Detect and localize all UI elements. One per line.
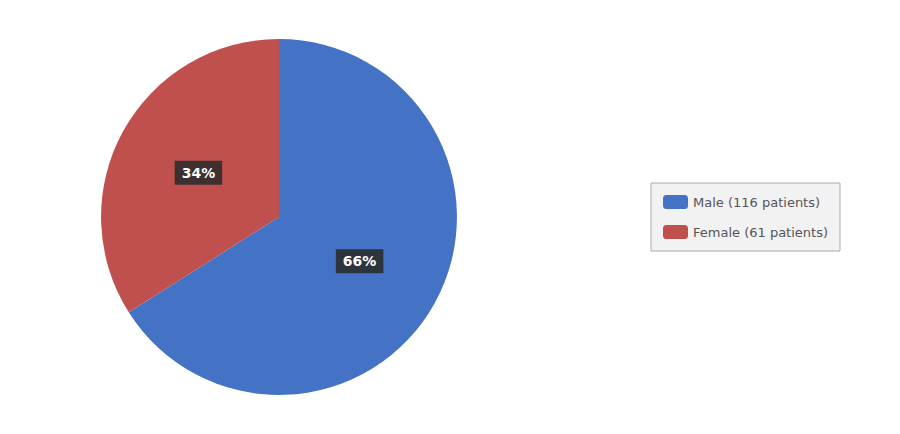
svg-text:34%: 34% [182, 165, 216, 181]
svg-text:Male (116 patients): Male (116 patients) [693, 195, 820, 210]
svg-text:Female (61 patients): Female (61 patients) [693, 225, 828, 240]
svg-text:66%: 66% [343, 253, 377, 269]
